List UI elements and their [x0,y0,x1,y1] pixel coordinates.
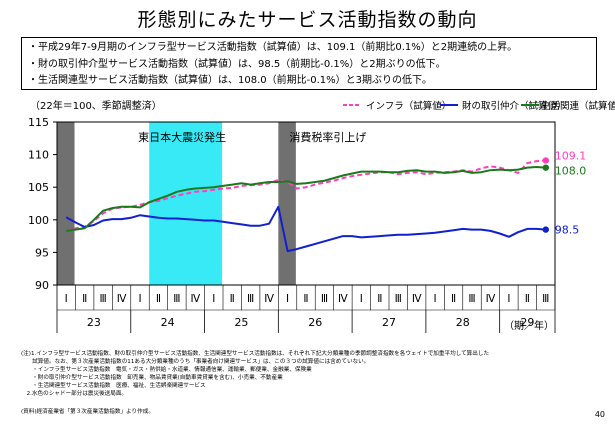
x-tick-label: Ⅳ [264,293,274,305]
year-label: 27 [382,316,396,329]
year-label: 23 [87,316,101,329]
x-tick-label: Ⅱ [82,293,87,305]
x-tick-label: Ⅳ [412,293,422,305]
x-tick-label: Ⅲ [99,293,106,305]
unit-note: （22年＝100、季節調整済） [30,99,162,112]
x-unit-label: （期／年） [504,319,554,332]
x-tick-label: Ⅲ [395,293,402,305]
event-label: 東日本大震災発生 [138,130,226,144]
x-tick-label: Ⅰ [360,293,363,305]
y-tick-label: 90 [35,279,49,292]
series-end-label: 108.0 [555,165,587,178]
x-tick-label: Ⅲ [321,293,328,305]
plot-frame [56,121,556,286]
page-number: 40 [594,410,605,419]
page-title: 形態別にみたサービス活動指数の動向 [137,9,478,31]
x-tick-label: Ⅲ [542,293,549,305]
footnote-line: 試算値。なお、第３次産業活動指数の11ある大分類業種のうち「事業者向け関連サービ… [21,359,370,365]
x-tick-label: Ⅰ [286,293,289,305]
x-tick-label: Ⅱ [451,293,456,305]
x-tick-label: Ⅳ [117,293,127,305]
y-tick-label: 95 [35,246,49,259]
x-tick-label: Ⅰ [507,293,510,305]
series-end-label: 98.5 [555,224,580,237]
x-tick-label: Ⅲ [468,293,475,305]
series-line [65,159,546,232]
footnote-line: ・インフラ型サービス活動指数 電気・ガス・熱供給・水道業、情報通信業、運輸業、郵… [21,367,312,373]
y-tick-label: 105 [28,181,49,194]
series-end-marker [542,226,549,233]
x-tick-label: Ⅳ [190,293,200,305]
summary-bullet-trade: ・財の取引仲介型サービス活動指数（試算値）は、98.5（前期比-0.1%）と2期… [28,58,446,70]
x-tick-label: Ⅲ [247,293,254,305]
x-tick-label: Ⅱ [303,293,308,305]
event-label: 消費税率引上げ [289,130,366,144]
footnotes: (注)1.インフラ型サービス活動指数、財の取引仲介型サービス活動指数、生活関連型… [21,350,601,398]
source-note: (資料)経済産業省「第３次産業活動指数」より作成。 [21,409,154,415]
x-tick-label: Ⅳ [486,293,496,305]
footnote-line: 2.水色のシャドー部分は震災後送局面。 [21,391,128,397]
footnote-line: ・生活関連型サービス活動指数 医療、福祉、生活娯楽関連サービス [21,383,206,389]
year-label: 29 [520,316,534,329]
year-label: 26 [308,316,322,329]
summary-bullet-life: ・生活関連型サービス活動指数（試算値）は、108.0（前期比-0.1%）と3期ぶ… [28,75,433,86]
x-tick-label: Ⅳ [338,293,348,305]
x-tick-label: Ⅰ [434,293,437,305]
x-tick-label: Ⅱ [377,293,382,305]
footnote-line: ・財の取引仲介型サービス活動指数 卸売業、物品賃貸業(自動車賃貸業を含む)、小売… [21,375,283,381]
x-tick-label: Ⅰ [138,293,141,305]
y-tick-label: 110 [28,149,49,162]
series-end-marker [542,164,549,171]
summary-bullet-infra: ・平成29年7-9月期のインフラ型サービス活動指数（試算値）は、109.1（前期… [28,42,518,53]
series-line [66,166,546,232]
shaded-region [149,122,223,285]
x-tick-label: Ⅰ [212,293,215,305]
shaded-region [278,122,296,285]
y-tick-label: 115 [28,116,49,129]
x-tick-label: Ⅱ [230,293,235,305]
series-end-marker [542,157,549,164]
y-tick-label: 100 [28,214,49,227]
legend-label: 財の取引仲介（試算値） [462,100,567,112]
x-tick-label: Ⅰ [65,293,68,305]
summary-box: ・平成29年7-9月期のインフラ型サービス活動指数（試算値）は、109.1（前期… [21,37,597,90]
x-tick-label: Ⅱ [525,293,530,305]
year-label: 25 [234,316,248,329]
x-tick-label: Ⅲ [173,293,180,305]
series-end-label: 109.1 [555,149,587,162]
legend-label: インフラ（試算値） [366,100,451,112]
footnote-line: (注)1.インフラ型サービス活動指数、財の取引仲介型サービス活動指数、生活関連型… [21,351,490,357]
year-label: 24 [161,316,175,329]
x-tick-label: Ⅱ [156,293,161,305]
shaded-region [57,122,75,285]
year-label: 28 [456,316,470,329]
legend-label: 生活関連（試算値） [541,100,615,112]
series-line [65,205,546,253]
